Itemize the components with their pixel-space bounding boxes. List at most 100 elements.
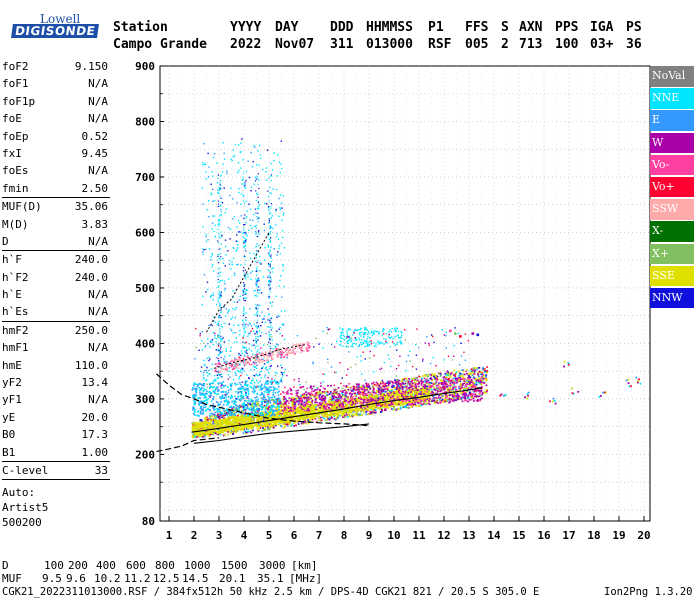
echo-point	[295, 400, 298, 403]
param-value: 17.3	[81, 428, 109, 442]
echo-point	[240, 394, 242, 397]
echo-point	[362, 402, 365, 405]
echo-point	[418, 393, 420, 395]
param-label: yE	[2, 410, 16, 424]
echo-point	[461, 375, 464, 377]
echo-point	[383, 395, 386, 398]
echo-point	[230, 432, 233, 434]
echo-point	[410, 377, 413, 380]
echo-point	[252, 405, 255, 408]
echo-point	[414, 401, 417, 404]
echo-point	[319, 420, 322, 422]
echo-point	[307, 415, 310, 418]
echo-point	[296, 397, 299, 400]
echo-point	[236, 414, 239, 417]
param-label: foF2	[2, 60, 29, 73]
echo-point	[409, 395, 412, 398]
echo-point	[364, 389, 367, 391]
echo-point	[283, 396, 286, 398]
echo-point	[201, 425, 204, 428]
echo-point	[220, 414, 223, 416]
echo-point	[311, 393, 314, 396]
echo-point	[371, 404, 374, 406]
echo-point	[221, 394, 224, 396]
echo-point	[209, 424, 212, 426]
echo-point	[248, 430, 250, 433]
echo-point	[427, 375, 429, 378]
echo-point	[227, 410, 229, 413]
echo-point	[333, 417, 336, 420]
echo-point	[422, 393, 425, 395]
echo-point	[386, 386, 389, 389]
echo-point	[328, 404, 331, 406]
echo-point	[378, 407, 381, 409]
echo-point	[308, 397, 311, 399]
echo-point	[456, 395, 459, 397]
echo-point	[428, 381, 431, 384]
hdr-value-ps: 36	[626, 37, 642, 52]
echo-point	[264, 401, 266, 403]
echo-point	[333, 399, 335, 401]
echo-point	[482, 377, 485, 380]
echo-point	[315, 413, 317, 416]
echo-point	[354, 395, 357, 397]
echo-point	[415, 377, 418, 379]
echo-point	[223, 425, 226, 428]
echo-point	[311, 411, 314, 414]
echo-point	[361, 398, 363, 401]
echo-point	[413, 387, 416, 390]
echo-point	[252, 403, 255, 406]
echo-point	[355, 383, 358, 385]
echo-point	[256, 401, 258, 404]
echo-point	[222, 414, 225, 417]
echo-point	[298, 399, 301, 402]
echo-point	[463, 373, 466, 376]
echo-point	[373, 383, 376, 386]
echo-point	[462, 383, 464, 385]
echo-point	[265, 391, 268, 393]
echo-point	[384, 404, 387, 407]
echo-point	[407, 392, 410, 394]
echo-point	[272, 399, 275, 401]
echo-point	[459, 376, 461, 379]
echo-point	[250, 431, 253, 434]
echo-point	[290, 417, 293, 419]
echo-point	[371, 405, 374, 408]
echo-point	[303, 392, 306, 395]
param-label: foF1p	[2, 94, 36, 108]
echo-point	[478, 367, 481, 369]
echo-point	[283, 403, 286, 406]
echo-point	[421, 387, 424, 389]
echo-point	[324, 396, 326, 398]
echo-point	[376, 383, 379, 385]
echo-point	[349, 398, 352, 400]
echo-point	[328, 418, 331, 421]
echo-point	[418, 375, 420, 378]
echo-point	[278, 402, 281, 405]
echo-point	[399, 393, 402, 396]
echo-point	[257, 404, 260, 407]
echo-point	[323, 417, 326, 420]
echo-point	[401, 395, 404, 397]
echo-point	[285, 423, 288, 425]
echo-point	[256, 417, 259, 420]
echo-point	[282, 402, 284, 405]
echo-point	[283, 386, 286, 389]
echo-point	[300, 394, 302, 397]
param-row: hmE 110.0	[2, 357, 110, 374]
echo-point	[321, 401, 323, 404]
hdr-label-p1: P1	[428, 20, 444, 35]
echo-point	[214, 417, 216, 420]
param-value: N/A	[88, 77, 108, 91]
echo-point	[483, 391, 486, 393]
echo-point	[335, 388, 337, 391]
echo-point	[291, 398, 294, 401]
echo-point	[336, 406, 338, 409]
echo-point	[322, 399, 325, 401]
echo-point	[442, 400, 445, 402]
echo-point	[373, 405, 375, 407]
echo-point	[239, 383, 242, 386]
echo-point	[386, 382, 389, 384]
echo-point	[235, 423, 238, 425]
echo-point	[319, 416, 322, 419]
